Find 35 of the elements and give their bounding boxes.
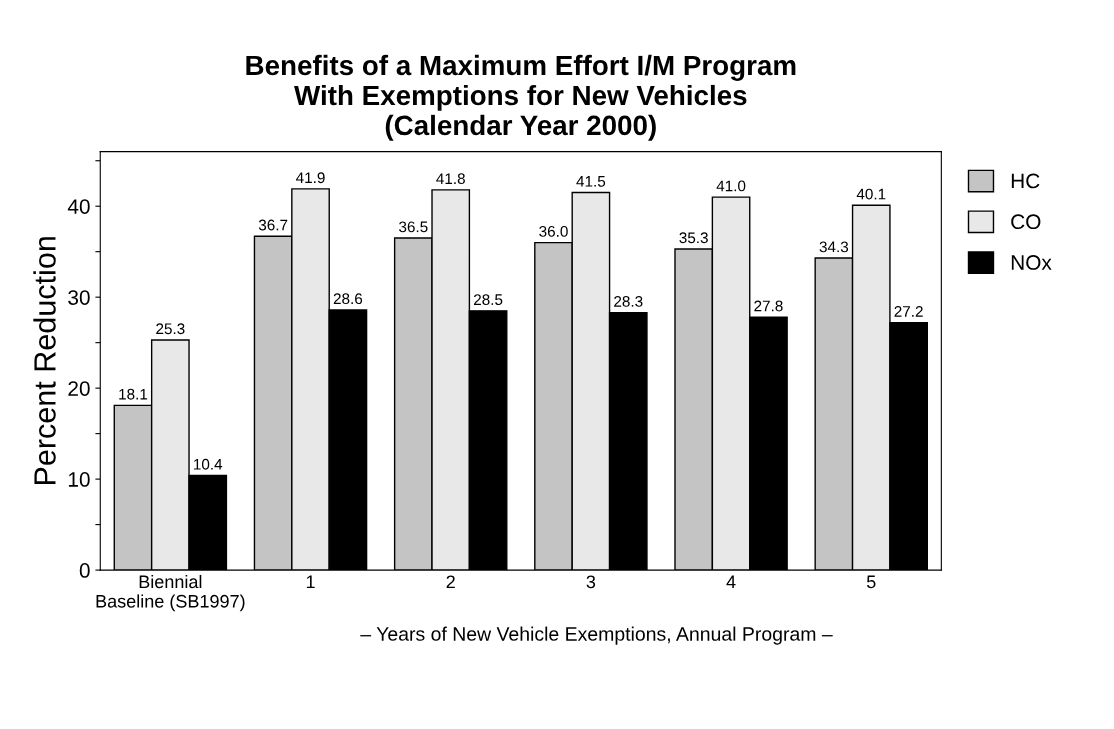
data-label: 36.5 — [399, 221, 428, 233]
data-label: 41.0 — [716, 180, 746, 192]
data-label: 36.7 — [258, 219, 288, 231]
data-label: 28.5 — [473, 294, 503, 306]
data-label: 10.4 — [194, 458, 223, 470]
legend-label: HC — [1011, 173, 1040, 189]
y-tick-label: 0 — [79, 563, 90, 578]
data-label: 35.3 — [679, 232, 708, 244]
y-tick-label: 20 — [68, 381, 90, 396]
data-label: 27.8 — [754, 300, 783, 312]
data-label: 28.3 — [614, 296, 643, 307]
y-tick-label: 10 — [68, 472, 90, 487]
y-axis-title: Percent Reduction — [33, 237, 56, 485]
data-label: 28.6 — [333, 293, 363, 305]
data-label: 34.3 — [819, 241, 849, 253]
chart-title: Benefits of a Maximum Effort I/M Program With Exemptions for New Vehicles (Calendar Year 2000) — [246, 54, 796, 141]
data-label: 27.2 — [894, 306, 923, 317]
data-label: 18.1 — [119, 388, 148, 400]
data-label: 41.9 — [296, 172, 325, 184]
data-label: 41.8 — [436, 173, 465, 185]
x-tick-label: 4 — [726, 575, 736, 589]
data-label: 40.1 — [856, 188, 886, 200]
legend-label: CO — [1011, 214, 1041, 230]
data-label: 41.5 — [576, 176, 606, 187]
data-label: 25.3 — [156, 323, 185, 335]
x-tick-label: Biennial Baseline (SB1997) — [96, 574, 245, 612]
x-axis-title: – Years of New Vehicle Exemptions, Annual Program – — [360, 626, 833, 645]
legend-label: NOx — [1011, 255, 1052, 270]
data-label: 36.0 — [539, 225, 568, 237]
x-tick-label: 1 — [306, 575, 315, 589]
y-tick-label: 30 — [68, 290, 90, 305]
x-tick-label: 2 — [446, 575, 455, 589]
y-tick-label: 40 — [67, 199, 90, 214]
x-tick-label: 5 — [866, 575, 876, 589]
x-tick-label: 3 — [586, 575, 596, 589]
